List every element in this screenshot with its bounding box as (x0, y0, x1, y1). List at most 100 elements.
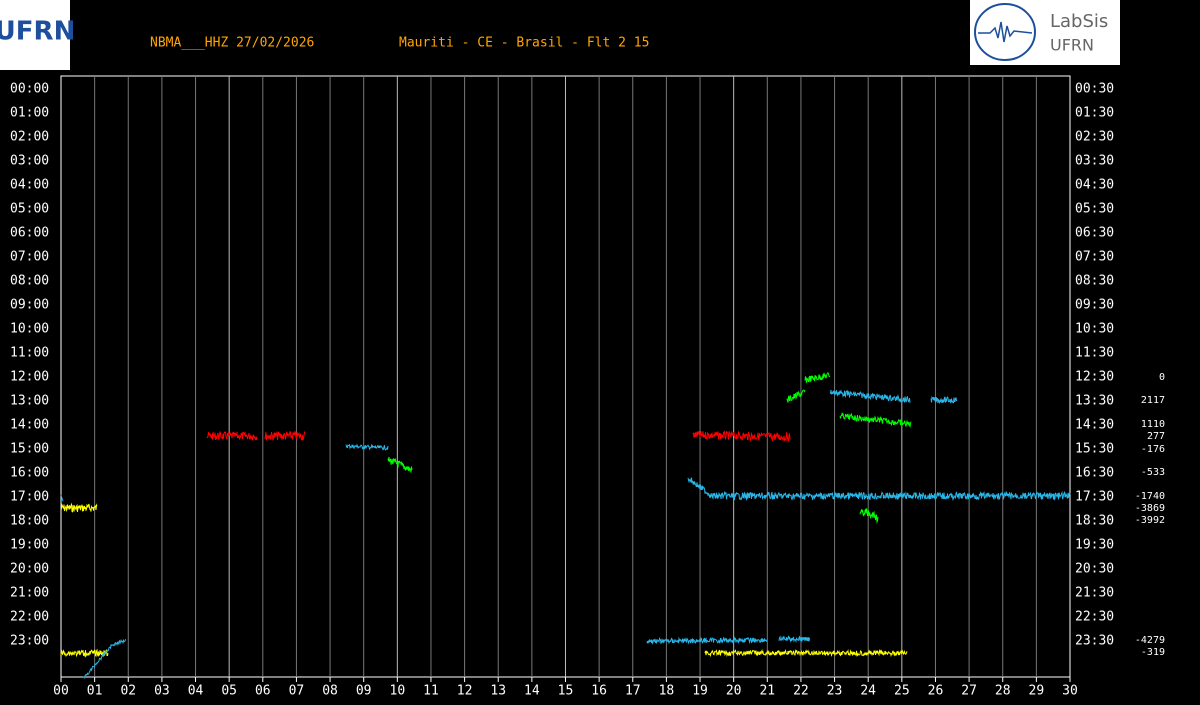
row-label-left: 03:00 (10, 154, 49, 169)
side-value: 0 (1159, 372, 1165, 383)
x-label: 02 (120, 684, 136, 699)
logo-left-box (0, 0, 70, 70)
waveform (778, 635, 810, 643)
side-value: 277 (1147, 431, 1165, 442)
row-label-right: 10:30 (1075, 322, 1114, 337)
logo-right-subtitle: UFRN (1050, 36, 1094, 55)
logo-ring (974, 3, 1036, 61)
x-label: 09 (356, 684, 372, 699)
side-value: -3869 (1135, 503, 1165, 514)
x-label: 29 (1029, 684, 1045, 699)
waveform (60, 648, 109, 658)
waveform (646, 636, 768, 645)
row-label-right: 06:30 (1075, 226, 1114, 241)
row-label-left: 10:00 (10, 322, 49, 337)
row-label-right: 21:30 (1075, 586, 1114, 601)
side-value: -533 (1141, 467, 1165, 478)
row-label-right: 11:30 (1075, 346, 1114, 361)
side-value: -3992 (1135, 515, 1165, 526)
side-value: -4279 (1135, 635, 1165, 646)
x-label: 17 (625, 684, 641, 699)
row-label-left: 19:00 (10, 538, 49, 553)
row-label-left: 06:00 (10, 226, 49, 241)
row-label-left: 04:00 (10, 178, 49, 193)
x-label: 18 (659, 684, 675, 699)
waveform (206, 430, 258, 441)
side-value: -176 (1141, 444, 1165, 455)
row-label-right: 23:30 (1075, 634, 1114, 649)
row-label-left: 12:00 (10, 370, 49, 385)
row-label-left: 22:00 (10, 610, 49, 625)
logo-right-box (970, 0, 1120, 65)
x-label: 14 (524, 684, 540, 699)
waveform (111, 638, 127, 647)
x-label: 05 (221, 684, 237, 699)
side-value: 2117 (1141, 395, 1165, 406)
row-label-left: 21:00 (10, 586, 49, 601)
location-title: Mauriti - CE - Brasil - Flt 2 15 (399, 36, 649, 51)
side-value: -1740 (1135, 491, 1165, 502)
row-label-left: 00:00 (10, 82, 49, 97)
row-label-left: 07:00 (10, 250, 49, 265)
waveform (829, 389, 911, 403)
row-label-left: 15:00 (10, 442, 49, 457)
waveform (711, 490, 1071, 502)
waveform (60, 502, 98, 513)
x-label: 16 (591, 684, 607, 699)
row-label-left: 08:00 (10, 274, 49, 289)
x-label: 06 (255, 684, 271, 699)
x-label: 30 (1062, 684, 1078, 699)
waveform (804, 372, 831, 383)
x-label: 22 (793, 684, 809, 699)
row-label-right: 17:30 (1075, 490, 1114, 505)
x-label: 12 (457, 684, 473, 699)
waveform (387, 456, 413, 473)
row-label-left: 16:00 (10, 466, 49, 481)
row-label-right: 08:30 (1075, 274, 1114, 289)
row-label-left: 20:00 (10, 562, 49, 577)
row-label-right: 14:30 (1075, 418, 1114, 433)
x-label: 01 (87, 684, 103, 699)
x-label: 07 (289, 684, 305, 699)
row-label-left: 05:00 (10, 202, 49, 217)
x-label: 04 (188, 684, 204, 699)
row-label-right: 01:30 (1075, 106, 1114, 121)
x-label: 21 (759, 684, 775, 699)
row-label-right: 09:30 (1075, 298, 1114, 313)
logo-wave (978, 21, 1033, 43)
waveform (345, 443, 389, 451)
waveform (264, 430, 306, 442)
waveform (704, 648, 908, 658)
row-label-right: 05:30 (1075, 202, 1114, 217)
row-label-left: 14:00 (10, 418, 49, 433)
x-label: 19 (692, 684, 708, 699)
waveform (859, 508, 879, 524)
row-label-left: 13:00 (10, 394, 49, 409)
x-label: 00 (53, 684, 69, 699)
row-label-left: 11:00 (10, 346, 49, 361)
row-label-right: 12:30 (1075, 370, 1114, 385)
x-label: 27 (961, 684, 977, 699)
waveform (687, 477, 713, 499)
station-title: NBMA___HHZ 27/02/2026 (150, 36, 314, 51)
row-label-right: 04:30 (1075, 178, 1114, 193)
row-label-left: 17:00 (10, 490, 49, 505)
waveform (60, 494, 64, 502)
row-label-right: 15:30 (1075, 442, 1114, 457)
row-label-left: 02:00 (10, 130, 49, 145)
row-label-right: 02:30 (1075, 130, 1114, 145)
row-label-right: 07:30 (1075, 250, 1114, 265)
x-label: 08 (322, 684, 338, 699)
x-label: 11 (423, 684, 439, 699)
waveform (83, 644, 113, 679)
row-label-right: 18:30 (1075, 514, 1114, 529)
row-label-right: 19:30 (1075, 538, 1114, 553)
x-label: 10 (390, 684, 406, 699)
x-label: 25 (894, 684, 910, 699)
x-label: 23 (827, 684, 843, 699)
waveform (839, 411, 912, 429)
logo-right-title: LabSis (1050, 11, 1108, 32)
row-label-left: 23:00 (10, 634, 49, 649)
waveform (786, 389, 806, 403)
